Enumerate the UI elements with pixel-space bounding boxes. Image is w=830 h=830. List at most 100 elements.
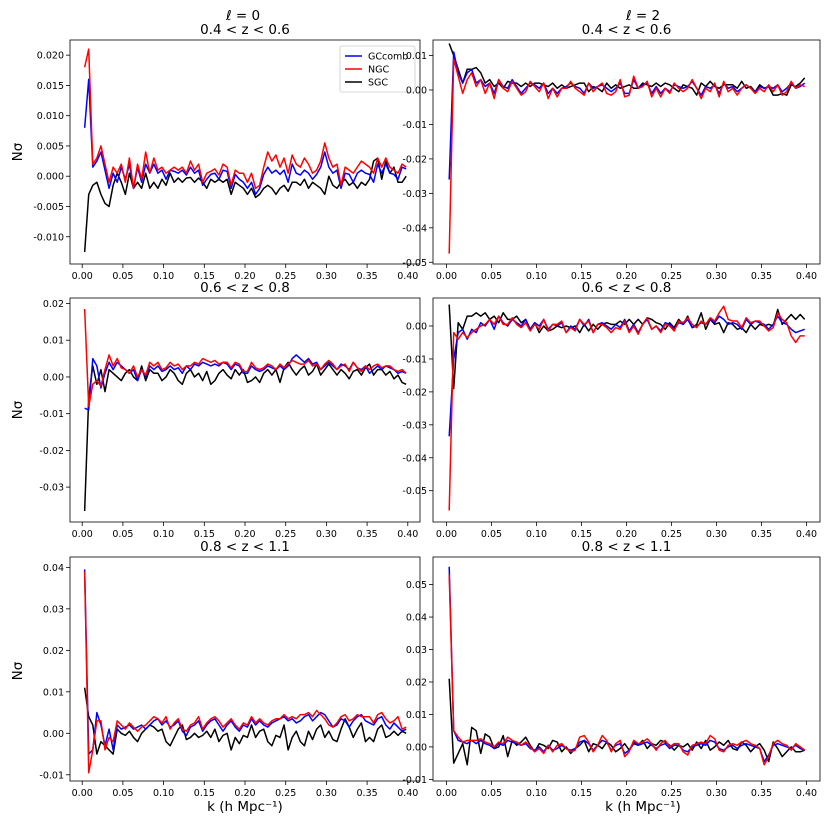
y-tick-label: -0.03: [402, 420, 427, 431]
legend-label-sgc: SGC: [368, 78, 388, 89]
x-tick-label: 0.00: [436, 788, 457, 799]
x-tick-label: 0.15: [194, 271, 215, 282]
column-title-l2: ℓ = 2: [625, 8, 660, 24]
x-tick-label: 0.15: [571, 529, 592, 540]
y-tick-label: -0.01: [402, 775, 427, 786]
series-line-sgc: [83, 687, 407, 755]
series-line-sgc: [83, 361, 407, 512]
series-line-ngc: [448, 574, 806, 766]
x-tick-label: 0.05: [481, 529, 502, 540]
xlabel-left: k (h Mpc⁻¹): [207, 799, 283, 815]
y-tick-label: 0.02: [43, 646, 64, 657]
x-tick-label: 0.10: [153, 529, 174, 540]
y-tick-label: -0.01: [39, 770, 64, 781]
x-tick-label: 0.15: [571, 271, 592, 282]
x-tick-label: 0.40: [796, 271, 817, 282]
x-tick-label: 0.20: [616, 788, 637, 799]
series-line-gccomb: [83, 78, 407, 196]
x-tick-label: 0.35: [357, 788, 378, 799]
x-tick-label: 0.20: [234, 529, 255, 540]
axes-frame: [69, 297, 421, 523]
column-title-l0: ℓ = 0: [225, 8, 260, 24]
axis-labels: Nσ Nσ Nσ k (h Mpc⁻¹) k (h Mpc⁻¹): [10, 142, 681, 815]
y-tick-label: 0.01: [43, 687, 64, 698]
y-tick-label: -0.01: [402, 120, 427, 131]
y-tick-label: -0.02: [39, 446, 64, 457]
axes-frame: [432, 556, 821, 782]
series-line-sgc: [448, 678, 805, 766]
panel-1: 0.4 < z < 0.6 0.00 0.05 0.10 0.15 0.20 0.25 0.3…: [33, 22, 421, 282]
x-tick-label: 0.05: [112, 271, 133, 282]
y-tick-label: -0.01: [402, 354, 427, 365]
x-tick-label: 0.30: [316, 271, 337, 282]
x-tick-label: 0.35: [751, 271, 772, 282]
x-tick-label: 0.35: [751, 788, 772, 799]
x-tick-label: 0.05: [112, 529, 133, 540]
axes-frame: [432, 39, 821, 265]
series-line-ngc: [83, 571, 407, 774]
y-tick-label: -0.02: [402, 154, 427, 165]
x-tick-label: 0.10: [526, 788, 547, 799]
x-tick-label: 0.30: [316, 529, 337, 540]
axes-frame: [69, 39, 421, 265]
y-tick-label: 0.01: [406, 710, 427, 721]
x-tick-label: 0.10: [526, 271, 547, 282]
x-tick-label: 0.25: [661, 529, 682, 540]
x-tick-label: 0.30: [706, 788, 727, 799]
y-tick-label: 0.01: [406, 51, 427, 62]
y-tick-label: -0.04: [402, 453, 427, 464]
y-tick-label: -0.03: [39, 483, 64, 494]
y-tick-label: -0.010: [33, 232, 64, 243]
y-tick-label: -0.05: [402, 258, 427, 269]
y-tick-label: 0.015: [37, 81, 64, 92]
x-tick-label: 0.20: [616, 529, 637, 540]
x-tick-label: 0.00: [72, 529, 93, 540]
y-tick-label: 0.000: [37, 172, 64, 183]
x-tick-label: 0.40: [796, 529, 817, 540]
x-tick-label: 0.30: [316, 788, 337, 799]
panel-5-subtitle: 0.8 < z < 1.1: [200, 539, 290, 555]
axes-frame: [69, 556, 421, 782]
panel-2-subtitle: 0.4 < z < 0.6: [582, 22, 672, 38]
x-tick-label: 0.10: [153, 271, 174, 282]
y-tick-label: 0.04: [43, 563, 64, 574]
panel-3-subtitle: 0.6 < z < 0.8: [200, 280, 290, 296]
y-tick-label: 0.00: [43, 372, 64, 383]
x-tick-label: 0.40: [397, 788, 418, 799]
panel-3: 0.6 < z < 0.8 0.00 0.05 0.10 0.15 0.20 0.25 0.3…: [39, 280, 421, 540]
panels: 0.4 < z < 0.6 0.00 0.05 0.10 0.15 0.20 0.25 0.3…: [33, 22, 821, 799]
panel-5: 0.8 < z < 1.1 0.00 0.05 0.10 0.15 0.20 0.25 0.3…: [39, 539, 421, 799]
y-tick-label: 0.020: [37, 51, 64, 62]
y-tick-label: 0.010: [37, 111, 64, 122]
x-tick-label: 0.35: [357, 529, 378, 540]
x-tick-label: 0.40: [796, 788, 817, 799]
x-tick-label: 0.35: [357, 271, 378, 282]
ylabel-row-3: Nσ: [10, 661, 26, 680]
y-tick-label: 0.005: [37, 141, 64, 152]
x-tick-label: 0.05: [481, 788, 502, 799]
y-tick-label: 0.00: [406, 742, 427, 753]
x-tick-label: 0.40: [397, 271, 418, 282]
series-line-gccomb: [83, 569, 407, 755]
x-tick-label: 0.00: [436, 271, 457, 282]
x-tick-label: 0.40: [397, 529, 418, 540]
panel-6: 0.8 < z < 1.1 0.00 0.05 0.10 0.15 0.20 0.25 0.3…: [402, 539, 821, 799]
panel-6-subtitle: 0.8 < z < 1.1: [582, 539, 672, 555]
legend-box: [339, 45, 416, 93]
series-line-sgc: [448, 304, 806, 390]
x-tick-label: 0.10: [526, 529, 547, 540]
y-tick-label: 0.00: [406, 322, 427, 333]
x-tick-label: 0.35: [751, 529, 772, 540]
y-tick-label: -0.04: [402, 223, 427, 234]
series-line-ngc: [448, 305, 805, 511]
y-tick-label: -0.05: [402, 486, 427, 497]
series-line-gccomb: [448, 566, 805, 763]
x-tick-label: 0.20: [234, 788, 255, 799]
y-tick-label: 0.02: [406, 677, 427, 688]
x-tick-label: 0.25: [275, 271, 296, 282]
x-tick-label: 0.15: [194, 788, 215, 799]
ylabel-row-2: Nσ: [10, 400, 26, 419]
y-tick-label: -0.005: [33, 202, 64, 213]
legend: GCcomb NGC SGC: [339, 45, 416, 93]
